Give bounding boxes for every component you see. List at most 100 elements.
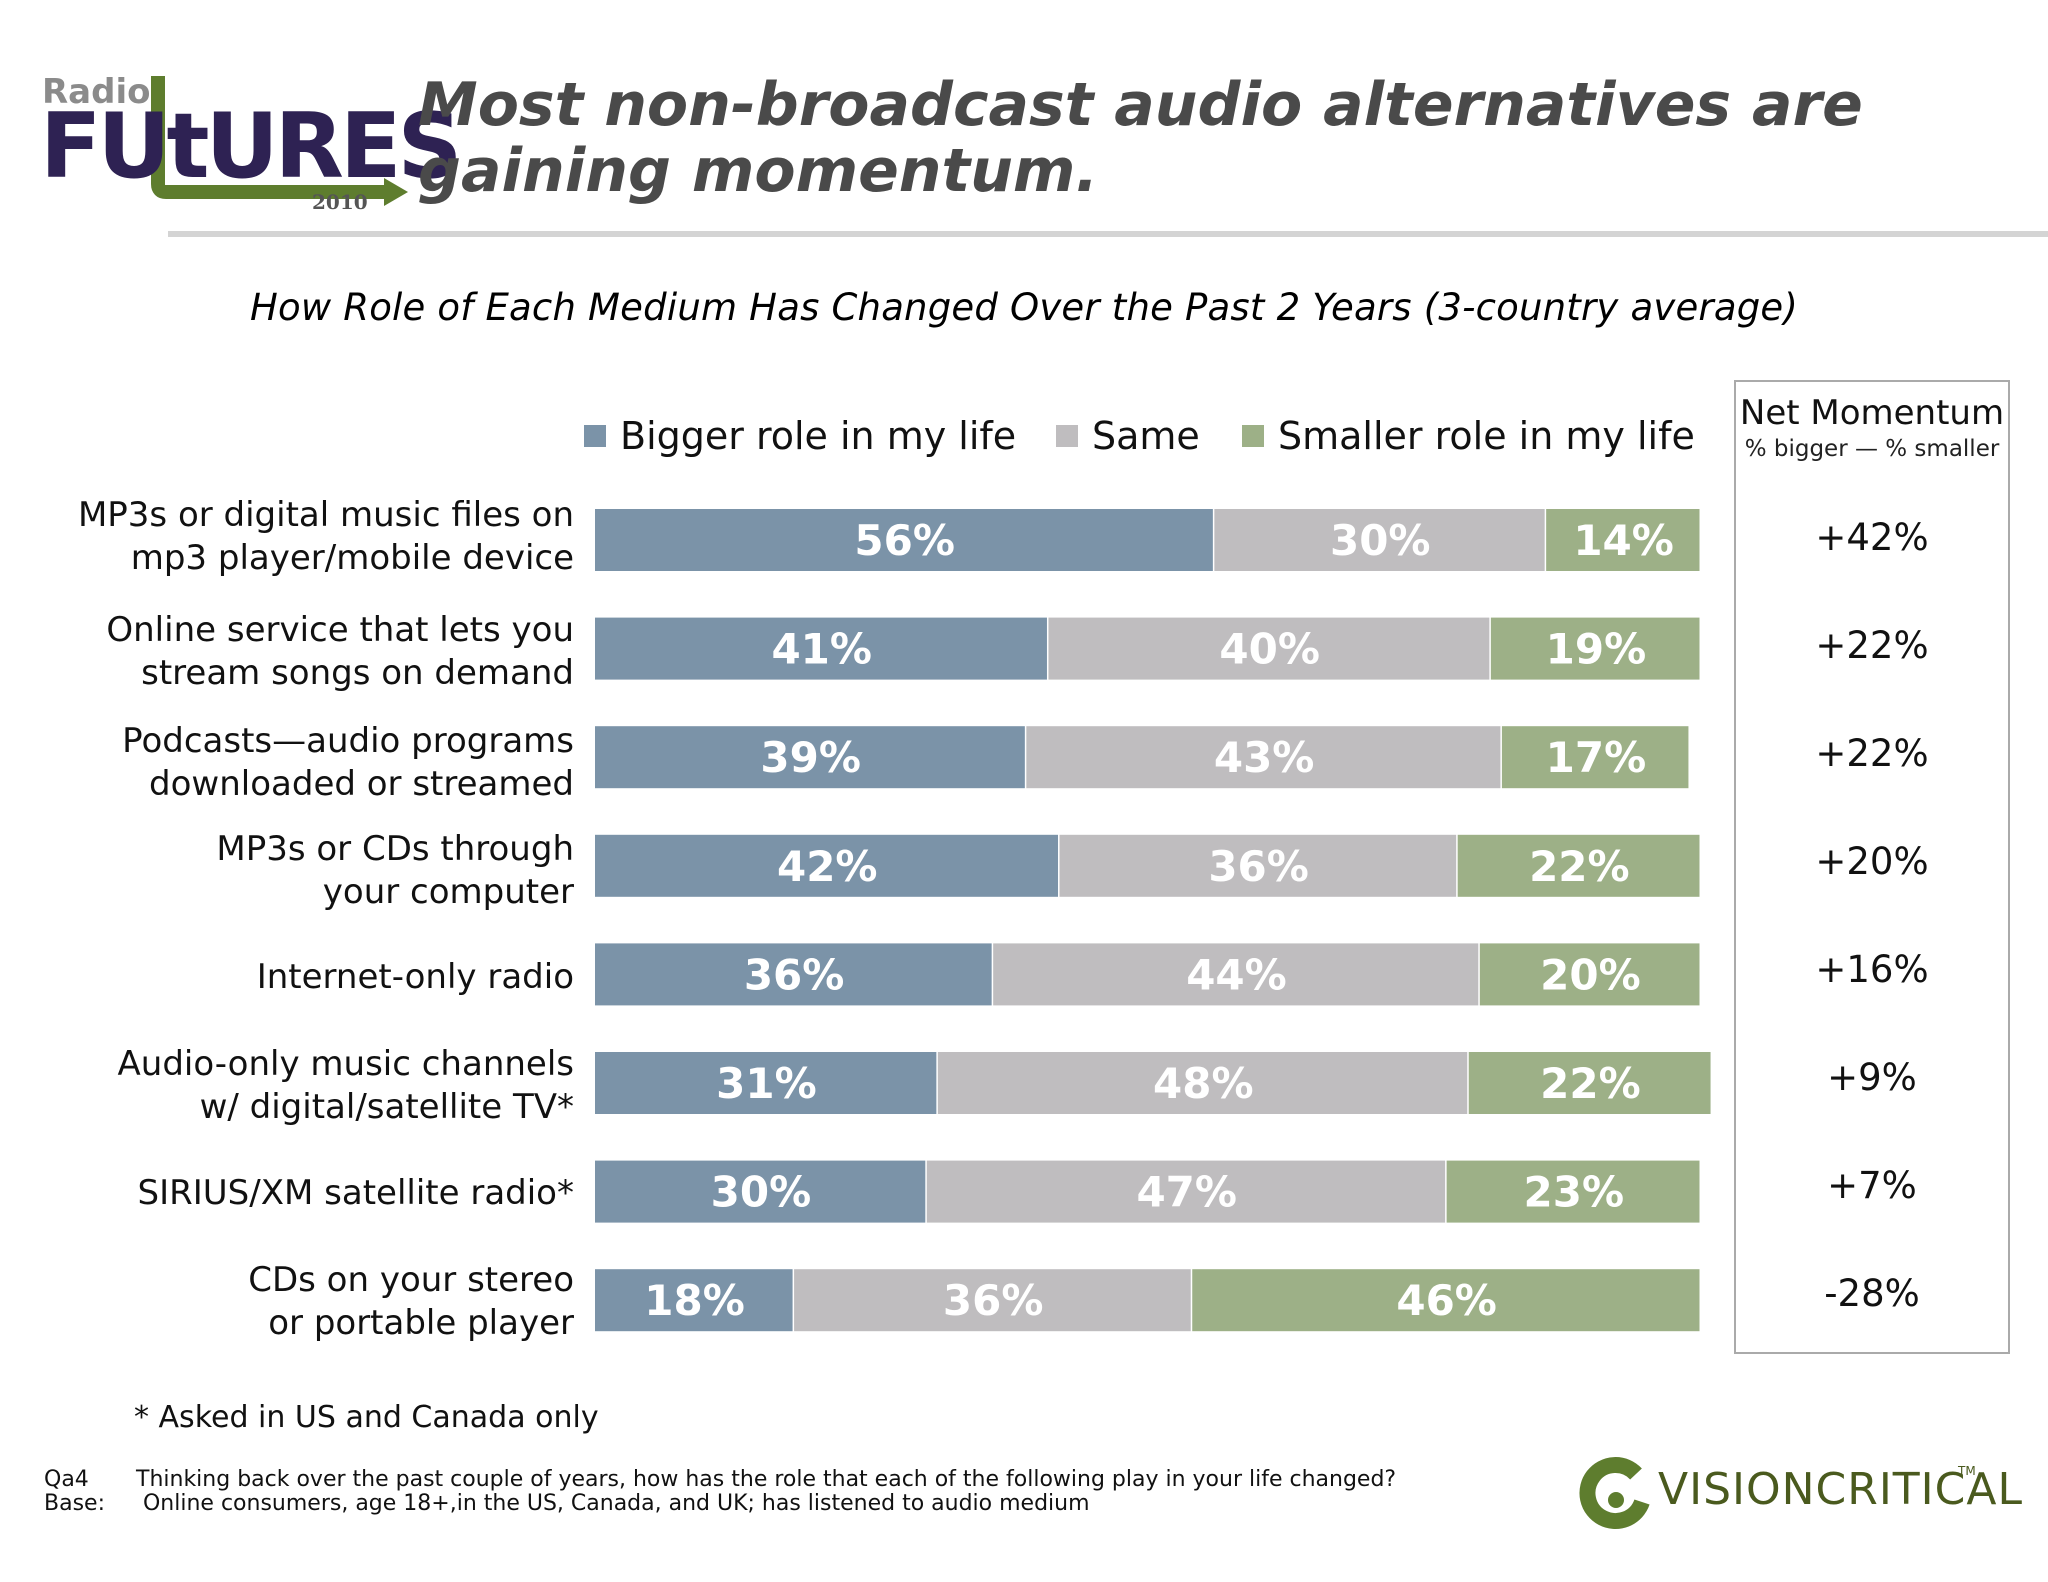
bar-value-label: 36% bbox=[1208, 842, 1309, 891]
category-label: Audio-only music channels w/ digital/sat… bbox=[14, 1043, 574, 1129]
category-label-line: or portable player bbox=[268, 1303, 574, 1343]
base-text: Online consumers, age 18+,in the US, Can… bbox=[136, 1491, 1090, 1516]
bar-segment-smaller bbox=[1490, 617, 1700, 680]
question-note: Qa4 Thinking back over the past couple of… bbox=[44, 1468, 1396, 1492]
bar-value-label: 31% bbox=[716, 1059, 817, 1108]
bar-value-label: 36% bbox=[744, 950, 845, 999]
logo-year-text: 2010 bbox=[312, 190, 368, 214]
bar-value-label: 48% bbox=[1153, 1059, 1254, 1108]
bar-segment-smaller bbox=[1501, 726, 1689, 789]
bar-segment-smaller bbox=[1192, 1269, 1700, 1332]
bar-segment-bigger bbox=[595, 834, 1059, 897]
bar-segment-smaller bbox=[1457, 834, 1700, 897]
net-momentum-subtitle: % bigger — % smaller bbox=[1744, 436, 2000, 462]
bar-value-label: 47% bbox=[1136, 1168, 1237, 1217]
bar-segment-bigger bbox=[595, 1160, 926, 1223]
bar-segment-same bbox=[1026, 726, 1501, 789]
footnote: * Asked in US and Canada only bbox=[134, 1400, 599, 1435]
bar-segment-smaller bbox=[1546, 509, 1700, 571]
legend-item-smaller: Smaller role in my life bbox=[1242, 413, 1695, 459]
net-momentum-value: +7% bbox=[1827, 1164, 1917, 1207]
bar-segment-smaller bbox=[1479, 943, 1700, 1006]
bar-value-label: 43% bbox=[1214, 733, 1315, 782]
legend-label-smaller: Smaller role in my life bbox=[1278, 414, 1695, 458]
category-label-line: MP3s or digital music files on bbox=[77, 495, 574, 535]
bar-value-label: 22% bbox=[1540, 1059, 1641, 1108]
legend-item-bigger: Bigger role in my life bbox=[584, 413, 1016, 459]
bar-value-label: 20% bbox=[1540, 950, 1641, 999]
bar-segment-same bbox=[993, 943, 1479, 1006]
bar-segment-bigger bbox=[595, 509, 1213, 571]
bar-value-label: 23% bbox=[1524, 1168, 1625, 1217]
page-title: Most non-broadcast audio alternatives ar… bbox=[418, 70, 1863, 206]
category-label: Podcasts—audio programs downloaded or st… bbox=[14, 720, 574, 806]
bar-segment-smaller bbox=[1468, 1052, 1711, 1114]
category-label: MP3s or digital music files on mp3 playe… bbox=[14, 494, 574, 580]
trademark-mark: TM bbox=[1958, 1464, 1976, 1478]
category-label: Online service that lets you stream song… bbox=[14, 609, 574, 695]
bar-value-label: 39% bbox=[760, 733, 861, 782]
bar-segment-bigger bbox=[595, 726, 1025, 789]
category-label-line: CDs on your stereo bbox=[248, 1260, 574, 1300]
question-text: Thinking back over the past couple of ye… bbox=[136, 1467, 1397, 1492]
bar-value-label: 42% bbox=[777, 842, 878, 891]
bar-segment-same bbox=[926, 1160, 1446, 1223]
chart-title: How Role of Each Medium Has Changed Over… bbox=[250, 286, 1798, 329]
bar-value-label: 56% bbox=[854, 516, 955, 565]
bar-value-label: 46% bbox=[1396, 1276, 1497, 1325]
bar-segment-same bbox=[794, 1269, 1191, 1332]
category-label-line: your computer bbox=[322, 872, 574, 912]
bar-segment-bigger bbox=[595, 1269, 793, 1332]
bar-value-label: 40% bbox=[1219, 625, 1320, 674]
visioncritical-mark-icon bbox=[1579, 1457, 1650, 1530]
visioncritical-wordmark: VISIONCRITICAL bbox=[1658, 1464, 2023, 1515]
bar-segment-bigger bbox=[595, 1052, 937, 1114]
bar-segment-bigger bbox=[595, 943, 992, 1006]
bar-value-label: 30% bbox=[711, 1168, 812, 1217]
net-momentum-value: +22% bbox=[1815, 732, 1929, 775]
logo-futures-text: FUtURES bbox=[40, 94, 462, 199]
net-momentum-value: +20% bbox=[1815, 840, 1929, 883]
bar-value-label: 14% bbox=[1573, 516, 1674, 565]
category-label-line: MP3s or CDs through bbox=[216, 829, 574, 869]
category-label-line: stream songs on demand bbox=[141, 653, 574, 693]
net-momentum-panel bbox=[1734, 380, 2010, 1354]
category-label: SIRIUS/XM satellite radio* bbox=[14, 1172, 574, 1215]
logo-arrow-icon bbox=[151, 76, 408, 206]
category-label-line: mp3 player/mobile device bbox=[130, 538, 574, 578]
radio-futures-logo: Radio FUtURES 2010 bbox=[40, 72, 462, 217]
category-label: MP3s or CDs through your computer bbox=[14, 828, 574, 914]
bar-segment-same bbox=[937, 1052, 1468, 1114]
category-label: CDs on your stereo or portable player bbox=[14, 1259, 574, 1345]
legend-item-same: Same bbox=[1056, 413, 1200, 459]
bar-value-label: 19% bbox=[1546, 625, 1647, 674]
legend-swatch-smaller bbox=[1242, 425, 1264, 447]
bar-value-label: 44% bbox=[1186, 950, 1287, 999]
title-divider bbox=[168, 231, 2048, 237]
category-label-line: Podcasts—audio programs bbox=[122, 721, 574, 761]
bar-segment-same bbox=[1048, 617, 1490, 680]
category-label: Internet-only radio bbox=[14, 956, 574, 999]
category-label-line: w/ digital/satellite TV* bbox=[199, 1087, 574, 1127]
category-label-line: downloaded or streamed bbox=[149, 764, 574, 804]
category-label-line: SIRIUS/XM satellite radio* bbox=[137, 1173, 574, 1213]
net-momentum-value: +16% bbox=[1815, 948, 1929, 991]
legend-label-same: Same bbox=[1092, 414, 1200, 458]
bar-segment-bigger bbox=[595, 617, 1047, 680]
bar-segment-smaller bbox=[1446, 1160, 1700, 1223]
net-momentum-value: +22% bbox=[1815, 624, 1929, 667]
category-label-line: Internet-only radio bbox=[256, 957, 574, 997]
legend-label-bigger: Bigger role in my life bbox=[620, 414, 1017, 458]
category-label-line: Audio-only music channels bbox=[117, 1044, 574, 1084]
legend-swatch-bigger bbox=[584, 425, 606, 447]
category-label-line: Online service that lets you bbox=[106, 610, 574, 650]
net-momentum-value: -28% bbox=[1824, 1272, 1920, 1315]
legend-swatch-same bbox=[1056, 425, 1078, 447]
net-momentum-title: Net Momentum bbox=[1739, 393, 2005, 433]
question-key: Qa4 bbox=[44, 1467, 89, 1492]
bar-value-label: 30% bbox=[1330, 516, 1431, 565]
base-key: Base: bbox=[44, 1491, 105, 1516]
bar-value-label: 18% bbox=[644, 1276, 745, 1325]
bar-segment-same bbox=[1214, 509, 1545, 571]
